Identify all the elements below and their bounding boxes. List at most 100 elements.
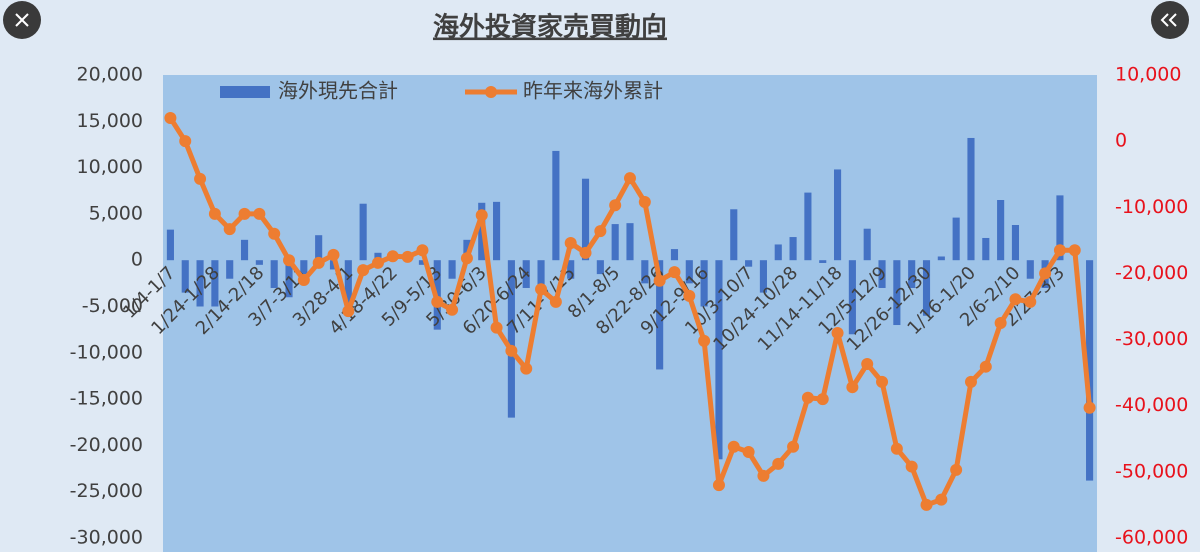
line-marker: [297, 274, 310, 287]
line-marker: [268, 227, 281, 240]
line-marker: [831, 326, 844, 339]
line-marker: [668, 266, 681, 279]
bar: [922, 260, 931, 316]
line-marker: [1083, 401, 1096, 414]
bar: [789, 237, 797, 261]
legend-label: 昨年来海外累計: [523, 79, 663, 103]
line-marker: [950, 463, 963, 476]
bar: [285, 260, 293, 298]
bar: [196, 260, 204, 307]
plot-area: [163, 75, 1097, 552]
bar: [745, 260, 753, 267]
line-marker: [208, 207, 221, 220]
bar: [833, 169, 842, 261]
y-tick-label: -30,000: [70, 527, 143, 549]
close-button[interactable]: [3, 1, 41, 39]
y2-tick-label: -50,000: [1115, 460, 1188, 482]
line-marker: [698, 334, 711, 347]
collapse-button[interactable]: [1151, 1, 1189, 39]
legend-swatch: [485, 86, 497, 98]
bar: [270, 260, 278, 288]
line-marker: [371, 256, 384, 269]
y2-tick-label: -40,000: [1115, 394, 1188, 416]
line-marker: [579, 246, 592, 259]
line-marker: [238, 207, 251, 220]
bar: [448, 260, 456, 279]
bar: [700, 260, 708, 307]
line-marker: [861, 358, 874, 371]
y2-tick-label: -60,000: [1115, 527, 1188, 549]
legend-swatch: [220, 86, 270, 98]
y-tick-label: -5,000: [82, 295, 143, 317]
line-marker: [357, 264, 370, 277]
y-tick-label: -15,000: [70, 388, 143, 410]
y2-tick-label: 10,000: [1115, 64, 1181, 86]
y-tick-label: 10,000: [77, 156, 143, 178]
bar: [1011, 225, 1020, 261]
line-marker: [386, 250, 399, 263]
line-marker: [401, 250, 414, 263]
bar: [507, 260, 515, 418]
bar: [596, 260, 604, 275]
bar: [463, 239, 471, 261]
line-marker: [727, 440, 740, 453]
line-marker: [742, 446, 755, 459]
bar: [804, 192, 812, 261]
line-marker: [283, 254, 296, 267]
line-marker: [520, 362, 533, 375]
line-marker: [609, 199, 622, 212]
y2-tick-label: -30,000: [1115, 328, 1188, 350]
bar: [166, 229, 174, 261]
bar: [908, 260, 916, 288]
bar: [715, 260, 723, 460]
bar: [982, 237, 990, 261]
line-marker: [964, 375, 977, 388]
bar: [937, 256, 945, 261]
y-tick-label: 20,000: [77, 64, 143, 86]
bar: [893, 260, 901, 326]
bar: [359, 203, 367, 261]
bar: [581, 178, 590, 261]
line-marker: [994, 317, 1007, 330]
line-marker: [1024, 295, 1037, 308]
bar: [848, 260, 856, 335]
bar: [611, 224, 619, 261]
bar: [315, 235, 323, 261]
bar: [730, 209, 738, 261]
bar: [952, 217, 960, 261]
bar: [774, 244, 782, 261]
bar: [1056, 195, 1064, 261]
line-marker: [179, 135, 192, 148]
bar: [759, 260, 767, 293]
bar: [967, 137, 975, 261]
y-tick-label: 15,000: [77, 110, 143, 132]
line-marker: [653, 274, 666, 287]
line-marker: [801, 391, 814, 404]
line-marker: [253, 207, 266, 220]
bar: [641, 260, 649, 284]
line-marker: [505, 344, 518, 357]
bar: [626, 223, 634, 261]
bar: [522, 260, 530, 288]
bar: [300, 260, 308, 275]
line-marker: [460, 252, 473, 265]
line-marker: [535, 283, 548, 296]
chart-title: 海外投資家売買動向: [433, 12, 667, 43]
bar: [255, 260, 263, 265]
bar: [670, 249, 679, 261]
y2-tick-label: -10,000: [1115, 196, 1188, 218]
line-marker: [446, 303, 459, 316]
y2-tick-label: 0: [1115, 130, 1127, 152]
bar: [329, 260, 338, 270]
y2-tick-label: -20,000: [1115, 262, 1188, 284]
bar: [656, 260, 664, 370]
line-marker: [624, 172, 636, 185]
line-marker: [594, 225, 607, 238]
bar: [1086, 260, 1094, 481]
y-tick-label: -10,000: [70, 341, 143, 363]
line-marker: [979, 360, 992, 373]
bar: [211, 260, 219, 307]
bar: [567, 260, 575, 279]
